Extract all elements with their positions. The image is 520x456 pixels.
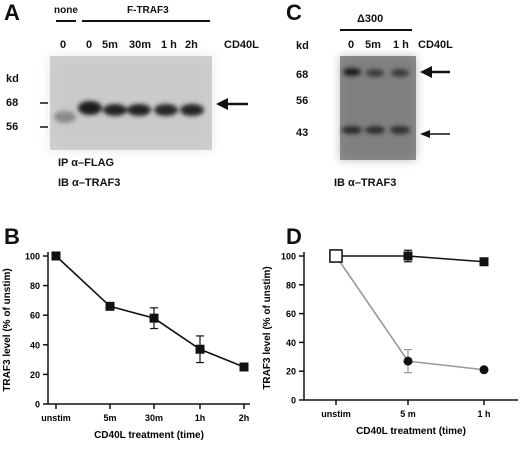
y-tick-label: 40 bbox=[30, 340, 40, 350]
panel-c-cd40l-label: CD40L bbox=[418, 39, 453, 51]
panel-c-marker-43: 43 bbox=[296, 127, 309, 139]
panel-c-band-68 bbox=[391, 69, 409, 77]
panel-a-lane-label: 2h bbox=[185, 39, 198, 51]
panel-a-blot bbox=[40, 56, 248, 150]
panel-a-band bbox=[154, 104, 178, 116]
y-tick-label: 0 bbox=[291, 396, 296, 406]
panel-c-lane-label: 1 h bbox=[393, 39, 409, 51]
panel-a-marker-56: 56 bbox=[6, 121, 19, 133]
x-tick-label: 1 h bbox=[477, 409, 490, 419]
data-point bbox=[239, 362, 249, 372]
panel-d-x-axis-label: CD40L treatment (time) bbox=[356, 426, 466, 437]
panel-c-band-43 bbox=[342, 126, 362, 134]
y-tick-label: 100 bbox=[25, 252, 40, 262]
panel-c-letter: C bbox=[286, 0, 302, 25]
panel-b-letter: B bbox=[4, 224, 20, 249]
series-line bbox=[335, 255, 485, 371]
data-point bbox=[479, 365, 489, 375]
data-point bbox=[403, 356, 413, 366]
panel-a-lane-label: 30m bbox=[129, 39, 152, 51]
panel-c-construct-bracket bbox=[340, 29, 412, 31]
panel-c-kd-label: kd bbox=[296, 40, 309, 52]
x-tick-label: 5 m bbox=[400, 409, 416, 419]
panel-d-chart: 0 20 40 60 80 100 unstim 5 m 1 h TRAF3 level (% … bbox=[262, 249, 518, 437]
panel-a-marker-68: 68 bbox=[6, 97, 19, 109]
panel-a-none-bracket bbox=[56, 20, 76, 22]
panel-a-arrow-head bbox=[216, 98, 228, 110]
panel-c-lane-label: 0 bbox=[348, 39, 355, 51]
panel-a-band bbox=[78, 101, 102, 115]
panel-b-x-axis-label: CD40L treatment (time) bbox=[94, 430, 204, 441]
panel-a-lane-label: 0 bbox=[86, 39, 93, 51]
data-point bbox=[329, 249, 343, 263]
panel-a-ip-label: IP α–FLAG bbox=[58, 157, 115, 169]
x-tick-label: unstim bbox=[321, 409, 351, 419]
panel-a-lane-label: 5m bbox=[102, 39, 118, 51]
x-tick-label: unstim bbox=[41, 413, 71, 423]
y-tick-label: 80 bbox=[286, 280, 296, 290]
panel-c-band-68 bbox=[343, 68, 361, 76]
panel-a-lane-label: 1 h bbox=[161, 39, 177, 51]
data-point bbox=[149, 313, 159, 323]
panel-a-kd-label: kd bbox=[6, 73, 19, 85]
y-tick-label: 100 bbox=[281, 252, 296, 262]
y-tick-label: 40 bbox=[286, 338, 296, 348]
series-line bbox=[55, 255, 245, 368]
x-tick-label: 1h bbox=[195, 413, 206, 423]
y-tick-label: 60 bbox=[286, 309, 296, 319]
panel-c-band-43 bbox=[390, 126, 410, 134]
x-tick-label: 2h bbox=[239, 413, 250, 423]
panel-c-ib-label: IB α–TRAF3 bbox=[334, 177, 397, 189]
panel-d-letter: D bbox=[286, 224, 302, 249]
data-point bbox=[403, 251, 413, 261]
data-point bbox=[51, 251, 61, 261]
panel-c-band-43 bbox=[365, 126, 385, 134]
panel-a-letter: A bbox=[4, 0, 20, 25]
panel-a-lane-label: 0 bbox=[60, 39, 67, 51]
panel-a-none-label: none bbox=[54, 5, 78, 16]
panel-c-lane-label: 5m bbox=[365, 39, 381, 51]
x-tick-label: 30m bbox=[145, 413, 163, 423]
panel-c-construct-label: Δ300 bbox=[357, 13, 384, 25]
panel-c-marker-56: 56 bbox=[296, 95, 309, 107]
panel-c-band-68 bbox=[366, 69, 384, 77]
panel-a-band-none bbox=[54, 111, 76, 123]
panel-c-marker-68: 68 bbox=[296, 69, 309, 81]
panel-c-blot bbox=[340, 56, 450, 160]
y-tick-label: 0 bbox=[35, 400, 40, 410]
panel-c-arrow-43-head bbox=[420, 130, 430, 138]
panel-a-ftraf3-label: F-TRAF3 bbox=[127, 5, 169, 16]
y-tick-label: 60 bbox=[30, 311, 40, 321]
x-tick-label: 5m bbox=[103, 413, 116, 423]
y-tick-label: 80 bbox=[30, 281, 40, 291]
panel-a-ib-label: IB α–TRAF3 bbox=[58, 177, 121, 189]
data-point bbox=[195, 344, 205, 354]
data-point bbox=[479, 257, 489, 267]
y-tick-label: 20 bbox=[286, 367, 296, 377]
data-point bbox=[105, 301, 115, 311]
panel-b-chart: 0 20 40 60 80 100 unstim 5m 30m 1h 2h TRAF3 level … bbox=[2, 251, 250, 441]
panel-d-y-axis-label: TRAF3 level (% of unstim) bbox=[262, 266, 273, 389]
y-tick-label: 20 bbox=[30, 370, 40, 380]
panel-a-band bbox=[103, 104, 127, 116]
panel-a-band bbox=[180, 104, 204, 116]
panel-a-ftraf3-bracket bbox=[82, 20, 210, 22]
panel-c-arrow-68-head bbox=[420, 66, 432, 78]
panel-a-cd40l-label: CD40L bbox=[224, 39, 259, 51]
panel-a-band bbox=[127, 104, 151, 116]
panel-b-y-axis-label: TRAF3 level (% of unstim) bbox=[2, 268, 13, 391]
